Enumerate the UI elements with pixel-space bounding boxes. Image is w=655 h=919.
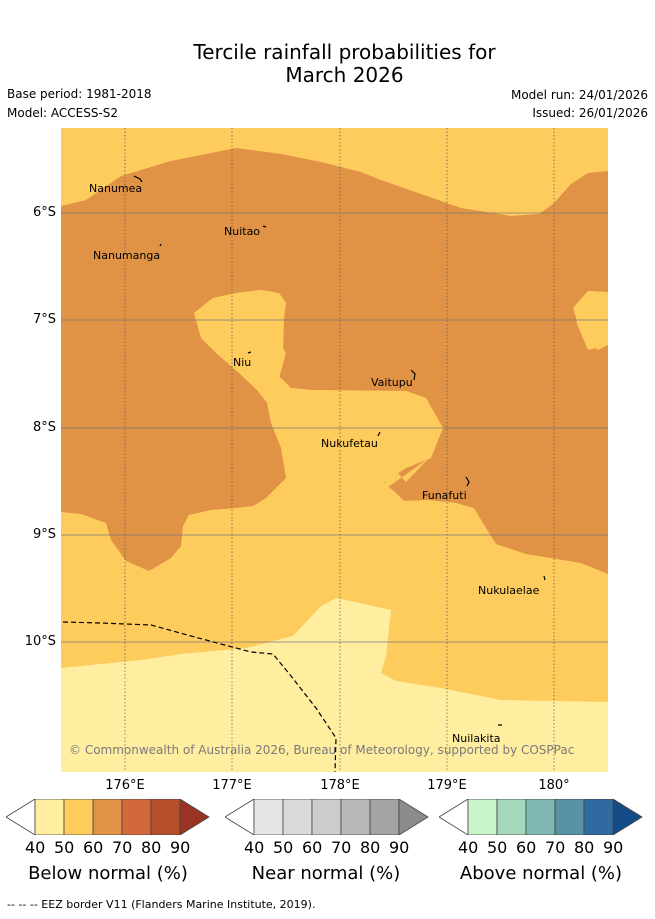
lat-label-10s: 10°S xyxy=(24,634,56,649)
colorbar-extend-low xyxy=(438,798,469,836)
tick: 80 xyxy=(360,838,381,857)
region-60-70 xyxy=(61,148,608,574)
colorbar-segment xyxy=(525,798,556,836)
map-title: Tercile rainfall probabilities for March… xyxy=(0,41,655,87)
eez-legend: -- -- -- EEZ border V11 (Flanders Marine… xyxy=(7,898,316,911)
colorbar-segment xyxy=(340,798,371,836)
lat-label-7s: 7°S xyxy=(32,312,56,327)
island-label-nanumea: Nanumea xyxy=(89,182,142,195)
tick: 70 xyxy=(112,838,133,857)
colorbar-segment xyxy=(496,798,527,836)
colorbar-extend-high xyxy=(179,798,210,836)
colorbar-segment xyxy=(554,798,585,836)
colorbar-extend-high xyxy=(398,798,429,836)
tick: 40 xyxy=(244,838,265,857)
tick: 80 xyxy=(141,838,162,857)
lon-label-176e: 176°E xyxy=(105,778,145,793)
rainfall-map: Nanumea Nuitao Nanumanga Niu Vaitupu Nuk… xyxy=(61,128,608,772)
island-label-nukulaelae: Nukulaelae xyxy=(478,584,540,597)
colorbar-segment xyxy=(150,798,181,836)
region-40-50 xyxy=(61,598,608,772)
island-label-funafuti: Funafuti xyxy=(422,489,467,502)
colorbar-below-normal xyxy=(5,798,210,836)
island-label-nuilakita: Nuilakita xyxy=(452,732,501,745)
tick: 60 xyxy=(302,838,323,857)
colorbar-segment xyxy=(121,798,152,836)
colorbar-segment xyxy=(282,798,313,836)
colorbar-segment xyxy=(369,798,400,836)
copyright-notice: © Commonwealth of Australia 2026, Bureau… xyxy=(69,743,574,757)
colorbar-label-above: Above normal (%) xyxy=(459,863,623,884)
tick: 80 xyxy=(574,838,595,857)
colorbar-segment xyxy=(92,798,123,836)
tick: 90 xyxy=(603,838,624,857)
colorbar-label-near: Near normal (%) xyxy=(251,863,401,884)
model-run: Model run: 24/01/2026 xyxy=(510,88,648,102)
colorbar-segment xyxy=(467,798,498,836)
lon-label-180: 180° xyxy=(538,778,570,793)
tick: 90 xyxy=(170,838,191,857)
region-50-60-central xyxy=(194,290,443,508)
title-line-1: Tercile rainfall probabilities for xyxy=(193,40,496,64)
colorbar-above-normal xyxy=(438,798,643,836)
colorbar-extend-high xyxy=(612,798,643,836)
colorbar-segment xyxy=(311,798,342,836)
island-label-niu: Niu xyxy=(233,356,251,369)
colorbar-segment xyxy=(253,798,284,836)
lat-label-6s: 6°S xyxy=(32,205,56,220)
lon-label-177e: 177°E xyxy=(212,778,252,793)
tick: 50 xyxy=(487,838,508,857)
colorbar-segment xyxy=(583,798,614,836)
tick: 60 xyxy=(516,838,537,857)
island-label-nuitao: Nuitao xyxy=(224,225,260,238)
base-period: Base period: 1981-2018 xyxy=(7,87,152,101)
island-label-vaitupu: Vaitupu xyxy=(371,376,413,389)
tick: 60 xyxy=(83,838,104,857)
title-line-2: March 2026 xyxy=(285,63,404,87)
colorbar-label-below: Below normal (%) xyxy=(28,863,188,884)
colorbar-extend-low xyxy=(224,798,255,836)
lat-label-8s: 8°S xyxy=(32,420,56,435)
tick: 50 xyxy=(273,838,294,857)
colorbar-segment xyxy=(34,798,65,836)
lon-label-178e: 178°E xyxy=(320,778,360,793)
issued-date: Issued: 26/01/2026 xyxy=(532,106,648,120)
colorbar-near-normal xyxy=(224,798,429,836)
tick: 70 xyxy=(545,838,566,857)
island-shapes xyxy=(133,175,546,726)
tick: 70 xyxy=(331,838,352,857)
island-label-nukufetau: Nukufetau xyxy=(321,437,378,450)
colorbar-extend-low xyxy=(5,798,36,836)
lon-label-179e: 179°E xyxy=(427,778,467,793)
tick: 90 xyxy=(389,838,410,857)
longitude-gridlines xyxy=(124,128,555,772)
tick: 40 xyxy=(25,838,46,857)
region-50-60-east xyxy=(573,291,608,350)
tick: 50 xyxy=(54,838,75,857)
latitude-gridlines xyxy=(61,212,608,643)
lat-label-9s: 9°S xyxy=(32,527,56,542)
tick: 40 xyxy=(458,838,479,857)
island-label-nanumanga: Nanumanga xyxy=(93,249,160,262)
model-name: Model: ACCESS-S2 xyxy=(7,106,119,120)
colorbar-segment xyxy=(63,798,94,836)
